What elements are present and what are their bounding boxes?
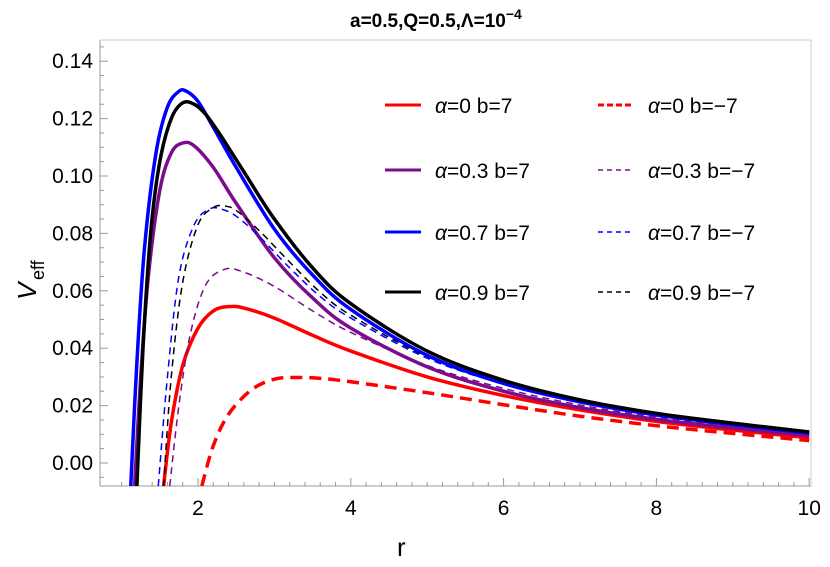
x-tick-label: 6 [498,497,510,520]
y-tick-label: 0.08 [52,222,93,245]
series-line [135,99,810,486]
series-line [157,206,810,486]
data-series [129,87,810,486]
series-line [129,87,810,486]
y-tick-label: 0.14 [52,50,93,73]
x-tick-labels: 2 4 6 8 10 [192,497,821,520]
series-line [132,140,810,486]
legend-label: α=0.3 b=7 [435,160,530,183]
y-tick-label: 0.10 [52,165,93,188]
y-tick-label: 0.02 [52,395,93,418]
series-line [162,204,810,486]
y-tick-label: 0.00 [52,452,93,475]
series-line [168,267,810,486]
y-tick-labels: 0.00 0.02 0.04 0.06 0.08 0.10 0.12 0.14 [52,50,93,475]
legend: α=0 b=7 α=0 b=−7 α=0.3 b=7 α=0.3 b=−7 α=0.7 … [385,95,755,305]
x-axis-label: r [397,532,406,562]
legend-label: α=0.7 b=−7 [648,222,755,245]
x-tick-label: 2 [192,497,204,520]
legend-label: α=0.3 b=−7 [648,160,755,183]
axis-ticks [100,46,810,486]
svg-text:V: V [12,280,42,300]
x-tick-label: 10 [798,497,821,520]
y-tick-label: 0.12 [52,108,93,131]
series-line [161,304,810,486]
series-line [200,375,810,486]
y-tick-label: 0.06 [52,280,93,303]
y-axis-label: V eff [12,259,48,300]
legend-label: α=0.7 b=7 [435,222,530,245]
chart-title: a=0.5,Q=0.5,Λ=10−4 [350,6,522,32]
x-tick-label: 8 [651,497,663,520]
legend-label: α=0 b=7 [435,95,512,118]
plot-frame [99,39,812,487]
legend-label: α=0 b=−7 [648,95,738,118]
legend-label: α=0.9 b=7 [435,282,530,305]
x-tick-label: 4 [345,497,357,520]
svg-text:eff: eff [28,259,48,280]
legend-label: α=0.9 b=−7 [648,282,755,305]
y-tick-label: 0.04 [52,337,93,360]
